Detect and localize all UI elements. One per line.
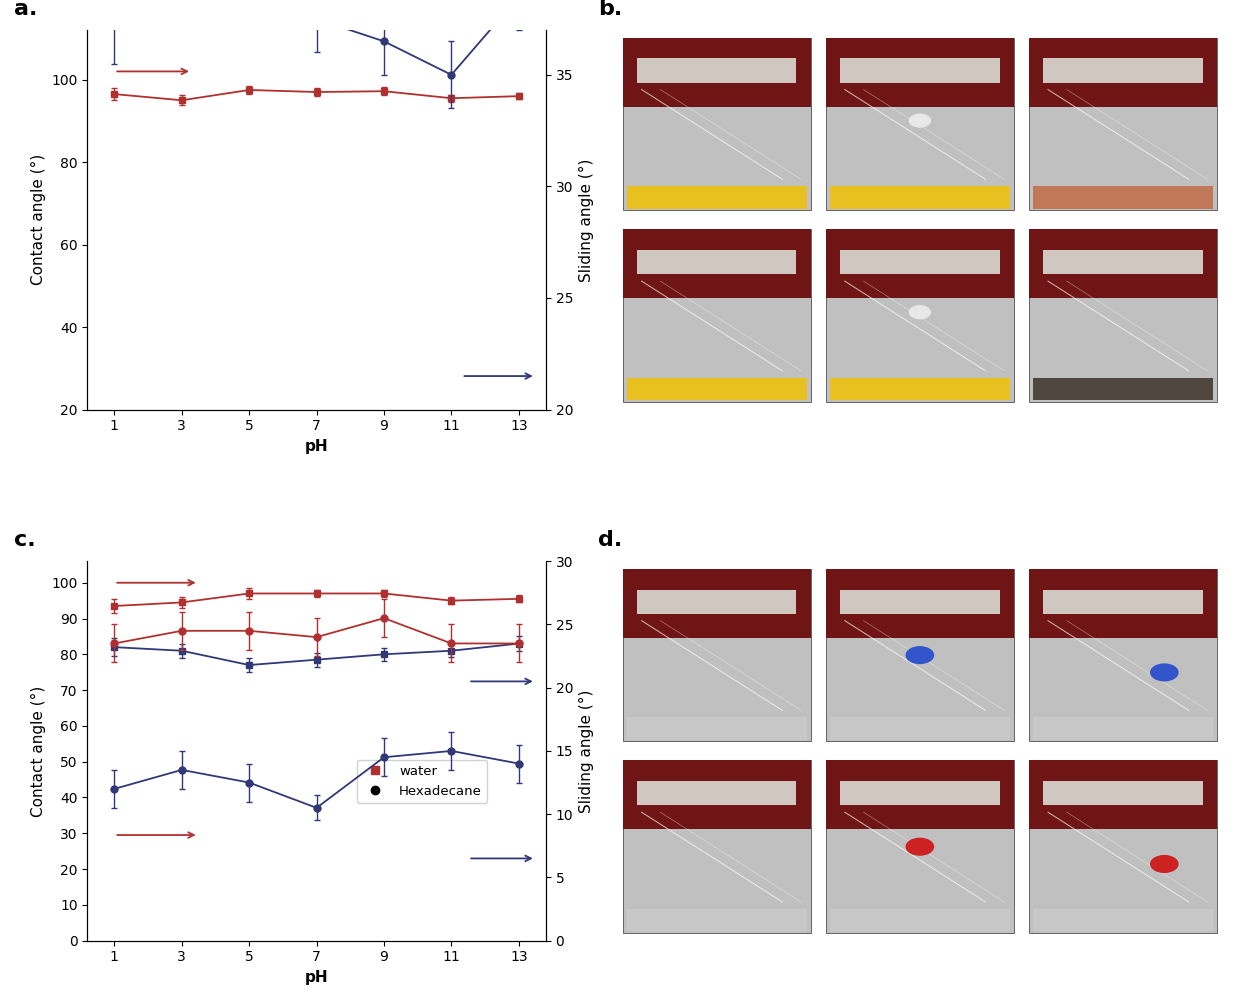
Bar <box>623 568 810 638</box>
Bar <box>623 761 810 830</box>
Bar <box>840 781 1000 805</box>
Bar <box>826 568 1013 638</box>
Y-axis label: Contact angle (°): Contact angle (°) <box>31 154 46 286</box>
Bar <box>1033 378 1213 400</box>
Circle shape <box>1151 856 1178 872</box>
Bar <box>623 229 810 402</box>
Bar <box>623 229 810 299</box>
Bar <box>636 590 796 614</box>
Bar <box>623 761 810 933</box>
Bar <box>636 781 796 805</box>
X-axis label: pH: pH <box>305 970 328 985</box>
Bar <box>1033 908 1213 932</box>
Bar <box>636 250 796 275</box>
Circle shape <box>906 838 934 855</box>
Bar <box>840 58 1000 82</box>
Bar <box>636 58 796 82</box>
Bar <box>1030 761 1217 830</box>
Bar <box>1030 568 1217 638</box>
Bar <box>826 38 1013 210</box>
Bar <box>1030 761 1217 933</box>
X-axis label: pH: pH <box>305 439 328 454</box>
Bar <box>1030 568 1217 741</box>
Bar <box>826 568 1013 741</box>
Bar <box>1030 229 1217 402</box>
Text: b.: b. <box>598 0 623 19</box>
Y-axis label: Sliding angle (°): Sliding angle (°) <box>579 158 594 282</box>
Bar <box>1043 58 1203 82</box>
Y-axis label: Sliding angle (°): Sliding angle (°) <box>579 689 594 813</box>
Bar <box>1043 590 1203 614</box>
Text: a.: a. <box>14 0 37 19</box>
Bar <box>1030 38 1217 210</box>
Bar <box>830 717 1010 739</box>
Bar <box>1033 717 1213 739</box>
Bar <box>840 250 1000 275</box>
Y-axis label: Contact angle (°): Contact angle (°) <box>31 685 46 817</box>
Bar <box>626 186 806 208</box>
Bar <box>826 761 1013 830</box>
Bar <box>840 590 1000 614</box>
Bar <box>830 908 1010 932</box>
Bar <box>626 717 806 739</box>
Circle shape <box>1151 664 1178 681</box>
Circle shape <box>906 647 934 664</box>
Bar <box>1043 781 1203 805</box>
Bar <box>826 38 1013 107</box>
Bar <box>623 38 810 210</box>
Bar <box>1030 38 1217 107</box>
Legend: water, Hexadecane: water, Hexadecane <box>357 760 487 803</box>
Bar <box>826 761 1013 933</box>
Bar <box>626 378 806 400</box>
Circle shape <box>910 114 930 127</box>
Bar <box>623 568 810 741</box>
Bar <box>830 378 1010 400</box>
Text: d.: d. <box>598 530 623 550</box>
Circle shape <box>910 306 930 319</box>
Bar <box>826 229 1013 299</box>
Text: c.: c. <box>14 530 36 550</box>
Bar <box>1033 186 1213 208</box>
Bar <box>826 229 1013 402</box>
Bar <box>626 908 806 932</box>
Bar <box>1030 229 1217 299</box>
Bar <box>830 186 1010 208</box>
Bar <box>623 38 810 107</box>
Bar <box>1043 250 1203 275</box>
